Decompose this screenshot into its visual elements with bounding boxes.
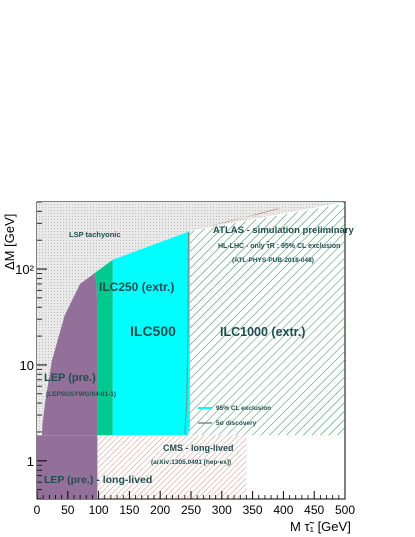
x-tick-label-50: 50 — [61, 503, 75, 517]
x-tick-label-250: 250 — [181, 503, 201, 517]
region-ilc250 — [95, 259, 113, 436]
region-lep — [41, 272, 98, 436]
chart-subtitle: HL-LHC - only τ̃R : 95% CL exclusion — [218, 242, 340, 250]
x-tick-label-100: 100 — [89, 503, 109, 517]
x-tick-label-300: 300 — [212, 503, 232, 517]
region-label-lsp-tachyonic: LSP tachyonic — [69, 230, 121, 239]
region-label-lep-long-lived: LEP (pre.) - long-lived — [44, 474, 152, 486]
region-ilc1000 — [187, 203, 345, 436]
x-tick-label-450: 450 — [304, 503, 324, 517]
discovery-contour — [184, 232, 189, 435]
region-label-ilc250: ILC250 (extr.) — [99, 280, 174, 294]
region-label-cms: CMS - long-lived — [163, 443, 234, 453]
x-tick-label-400: 400 — [273, 503, 293, 517]
y-tick-label-100: 10² — [15, 262, 34, 277]
y-tick-label-10: 10 — [20, 358, 34, 373]
region-label-ilc500: ILC500 — [130, 323, 176, 339]
regions — [37, 201, 345, 499]
x-tick-label-350: 350 — [243, 503, 263, 517]
y-axis-title: ΔM [GeV] — [2, 214, 17, 270]
x-tick-label-200: 200 — [150, 503, 170, 517]
legend-label-exclusion: 95% CL exclusion — [216, 405, 271, 412]
chart-title: ATLAS - simulation preliminary — [213, 225, 354, 236]
region-label-lep: LEP (pre.) — [44, 372, 96, 384]
region-cms-long-lived — [97, 435, 247, 499]
chart-reference: (ATL-PHYS-PUB-2018-048) — [232, 257, 314, 264]
legend: 95% CL exclusion 5σ discovery — [198, 405, 271, 427]
x-tick-label-150: 150 — [119, 503, 139, 517]
y-tick-label-1: 1 — [27, 454, 34, 469]
axis-ticks: 0 50 100 150 200 250 300 350 400 450 500 1 10 10² — [15, 201, 355, 517]
region-lep-long-lived — [37, 435, 98, 499]
region-atlas — [209, 208, 281, 227]
legend-label-discovery: 5σ discovery — [216, 420, 257, 427]
region-label-ilc1000: ILC1000 (extr.) — [220, 325, 305, 339]
x-tick-label-0: 0 — [34, 503, 41, 517]
region-sublabel-cms: (arXiv:1305.0491 [hep-ex]) — [151, 459, 231, 466]
region-ilc500 — [112, 231, 190, 436]
x-tick-label-500: 500 — [335, 503, 355, 517]
region-sublabel-lep: (LEPSUSYWG/04-01-1) — [46, 391, 116, 398]
x-axis-title: M τ̃₁ [GeV] — [290, 519, 351, 534]
